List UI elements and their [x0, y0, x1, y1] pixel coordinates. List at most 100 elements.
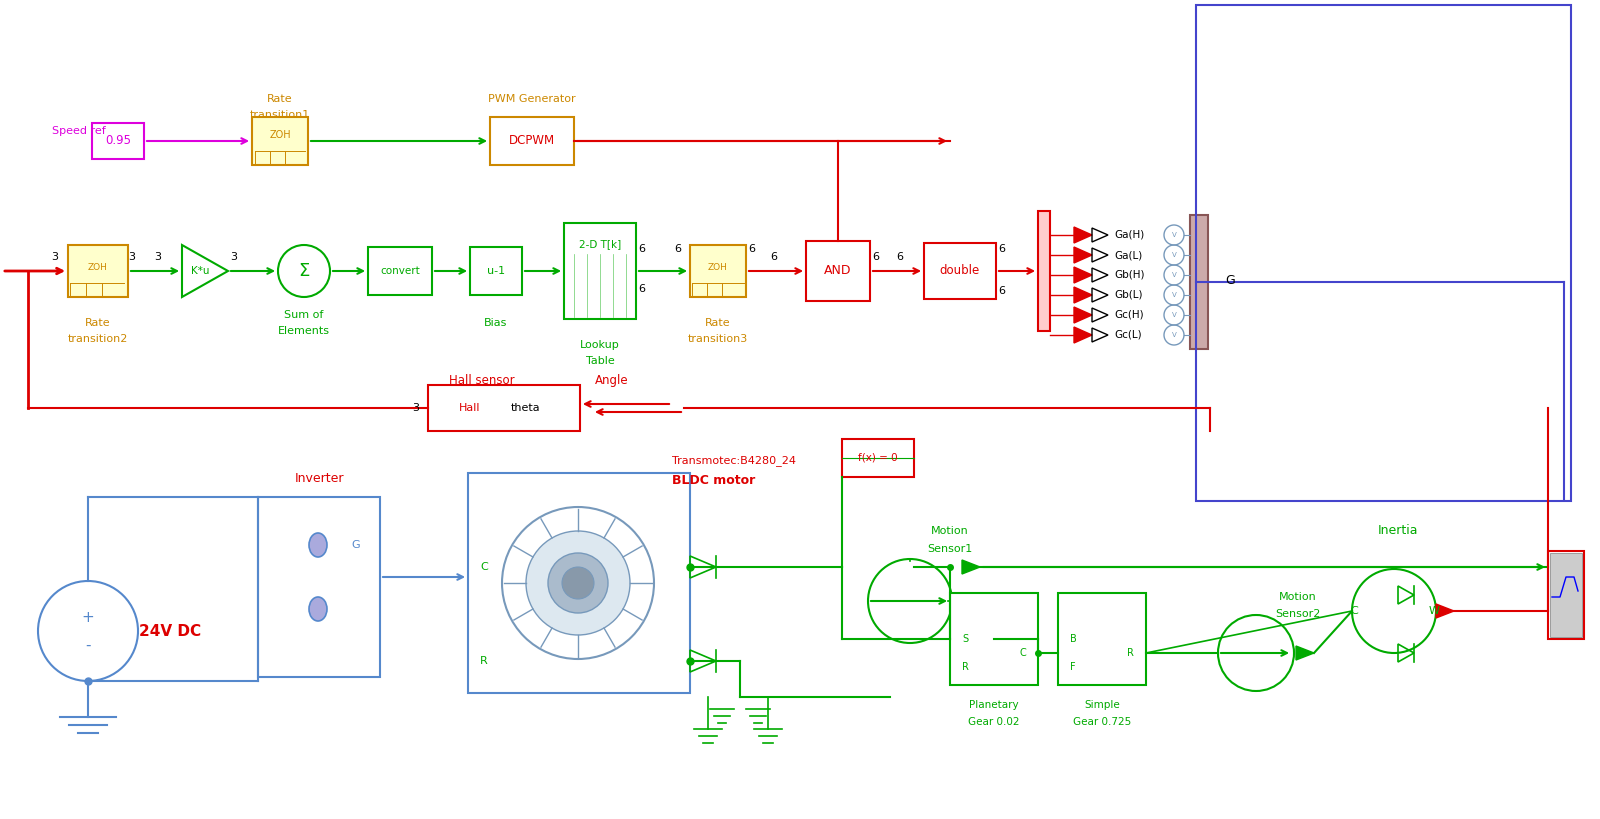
Text: u-1: u-1: [486, 266, 506, 276]
FancyBboxPatch shape: [563, 223, 637, 319]
Text: Hall: Hall: [459, 403, 480, 413]
FancyBboxPatch shape: [429, 385, 581, 431]
Text: transition2: transition2: [67, 334, 128, 344]
Text: 3: 3: [128, 252, 136, 262]
Text: G: G: [1226, 274, 1235, 287]
Polygon shape: [1074, 307, 1091, 323]
Text: C: C: [480, 562, 488, 572]
Text: Table: Table: [586, 356, 614, 366]
Text: Gb(H): Gb(H): [1114, 270, 1144, 280]
FancyBboxPatch shape: [467, 473, 690, 693]
Text: 6: 6: [872, 252, 880, 262]
Text: V: V: [1171, 312, 1176, 318]
Text: W: W: [1429, 606, 1440, 616]
Text: Rate: Rate: [85, 318, 110, 328]
Text: Sum of: Sum of: [285, 310, 323, 320]
Text: V: V: [1171, 292, 1176, 298]
Text: Gb(L): Gb(L): [1114, 290, 1142, 300]
Text: Motion: Motion: [1278, 592, 1317, 602]
FancyBboxPatch shape: [67, 245, 128, 297]
Circle shape: [562, 567, 594, 599]
Text: Gc(L): Gc(L): [1114, 330, 1142, 340]
FancyBboxPatch shape: [1550, 553, 1582, 637]
Text: V: V: [1171, 272, 1176, 278]
Text: F: F: [1070, 662, 1075, 672]
Text: Simple: Simple: [1085, 700, 1120, 710]
FancyBboxPatch shape: [470, 247, 522, 295]
Circle shape: [526, 531, 630, 635]
Text: Inertia: Inertia: [1378, 524, 1418, 537]
FancyBboxPatch shape: [490, 117, 574, 165]
FancyBboxPatch shape: [950, 593, 1038, 685]
Text: G: G: [352, 540, 360, 550]
Text: C: C: [1019, 648, 1026, 658]
FancyBboxPatch shape: [1190, 215, 1208, 349]
Polygon shape: [962, 560, 979, 574]
Text: +: +: [82, 609, 94, 625]
Text: PWM Generator: PWM Generator: [488, 94, 576, 104]
Text: Motion: Motion: [931, 526, 970, 536]
Text: Gear 0.02: Gear 0.02: [968, 717, 1019, 727]
Text: 24V DC: 24V DC: [139, 623, 202, 639]
Text: Lookup: Lookup: [581, 340, 619, 350]
Text: Sensor2: Sensor2: [1275, 609, 1320, 619]
Text: R: R: [962, 662, 970, 672]
Text: BLDC motor: BLDC motor: [672, 474, 755, 487]
Text: 6: 6: [675, 244, 682, 254]
FancyBboxPatch shape: [1058, 593, 1146, 685]
FancyBboxPatch shape: [1038, 211, 1050, 331]
Text: f(x) = 0: f(x) = 0: [858, 453, 898, 463]
Polygon shape: [1074, 267, 1091, 283]
Text: 3: 3: [51, 252, 59, 262]
Text: 6: 6: [638, 284, 645, 294]
FancyBboxPatch shape: [1549, 551, 1584, 639]
Text: V: V: [1171, 232, 1176, 238]
Text: ZOH: ZOH: [88, 263, 107, 272]
Text: Bias: Bias: [485, 318, 507, 328]
FancyBboxPatch shape: [93, 123, 144, 159]
FancyBboxPatch shape: [690, 245, 746, 297]
Text: AND: AND: [824, 265, 851, 278]
FancyBboxPatch shape: [368, 247, 432, 295]
Text: R: R: [1126, 648, 1134, 658]
Text: Sensor1: Sensor1: [928, 544, 973, 554]
Polygon shape: [1296, 646, 1314, 660]
FancyBboxPatch shape: [258, 497, 381, 677]
FancyBboxPatch shape: [925, 243, 995, 299]
Text: Ga(L): Ga(L): [1114, 250, 1142, 260]
Text: theta: theta: [510, 403, 541, 413]
Text: ZOH: ZOH: [269, 130, 291, 140]
Polygon shape: [1074, 327, 1091, 343]
Text: transition3: transition3: [688, 334, 749, 344]
Text: 3: 3: [413, 403, 419, 413]
Text: Inverter: Inverter: [296, 473, 344, 486]
Text: 2-D T[k]: 2-D T[k]: [579, 239, 621, 249]
Text: 6: 6: [638, 244, 645, 254]
Text: K*u: K*u: [190, 266, 210, 276]
Text: 0.95: 0.95: [106, 134, 131, 147]
Circle shape: [547, 553, 608, 613]
Text: 3: 3: [230, 252, 237, 262]
Text: Transmotec:B4280_24: Transmotec:B4280_24: [672, 455, 797, 467]
Text: 6: 6: [998, 244, 1005, 254]
Text: V: V: [1171, 332, 1176, 338]
Text: -: -: [85, 637, 91, 653]
Text: Rate: Rate: [267, 94, 293, 104]
Text: transition1: transition1: [250, 110, 310, 120]
Polygon shape: [1074, 247, 1091, 263]
Polygon shape: [1074, 227, 1091, 243]
Text: R: R: [480, 656, 488, 666]
Text: V: V: [1171, 252, 1176, 258]
Text: 6: 6: [896, 252, 904, 262]
FancyBboxPatch shape: [806, 241, 870, 301]
Text: Speed ref: Speed ref: [51, 126, 106, 136]
Text: Angle: Angle: [595, 374, 629, 387]
Text: 3: 3: [155, 252, 162, 262]
Text: Rate: Rate: [706, 318, 731, 328]
Text: Σ: Σ: [298, 262, 310, 280]
Text: Ga(H): Ga(H): [1114, 230, 1144, 240]
Polygon shape: [1074, 287, 1091, 303]
Text: S: S: [962, 634, 968, 644]
Text: convert: convert: [381, 266, 419, 276]
Ellipse shape: [309, 597, 326, 621]
